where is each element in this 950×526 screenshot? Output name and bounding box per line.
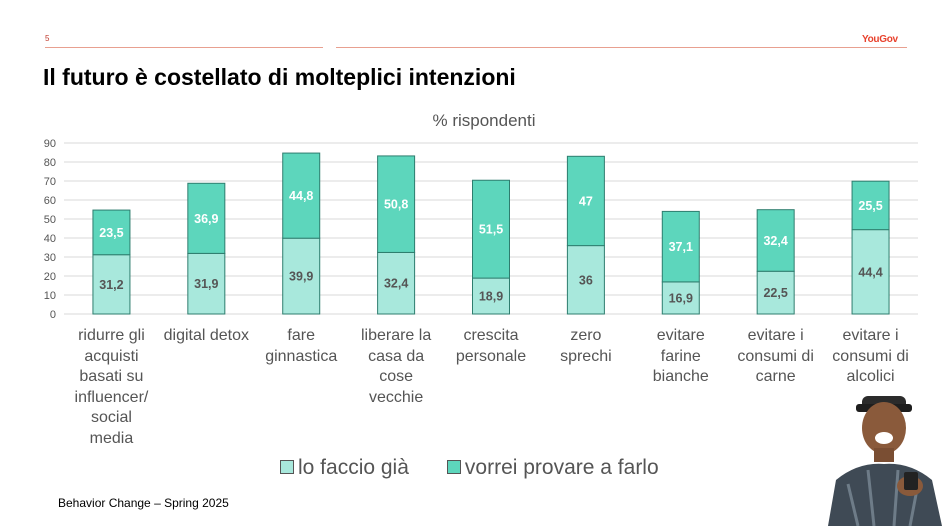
y-tick-label: 30 [44,252,56,264]
legend-label-series2: vorrei provare a farlo [464,456,659,479]
data-label: 36,9 [194,212,218,226]
data-label: 23,5 [99,226,123,240]
y-tick-label: 10 [44,290,56,302]
data-label: 31,9 [194,277,218,291]
bar-segment [187,252,226,315]
person-photo [828,396,942,526]
chart-title: % rispondenti [432,111,536,130]
page-title: Il futuro è costellato di molteplici int… [43,64,516,90]
category-label: evitare i consumi di carne [737,327,814,385]
data-label: 47 [579,194,593,208]
category-label: liberare la casa da cose vecchie [360,327,432,406]
bar-segment [377,155,416,253]
data-label: 18,9 [479,290,503,304]
data-label: 32,4 [763,234,787,248]
bar-segment [756,209,795,272]
y-tick-label: 90 [44,138,56,150]
bar-segment [851,229,890,315]
data-label: 16,9 [669,291,693,305]
bar-segment [566,155,605,247]
page-number: 5 [45,34,50,43]
data-label: 50,8 [384,198,408,212]
category-label: fare ginnastica [265,327,338,365]
data-label: 36 [579,273,593,287]
legend-label-series1: lo faccio già [298,456,409,479]
y-tick-label: 50 [44,214,56,226]
data-label: 22,5 [763,286,787,300]
y-tick-label: 60 [44,195,56,207]
footer-text: Behavior Change – Spring 2025 [58,496,229,510]
bar-segment [851,180,890,231]
category-label: crescita personale [455,327,527,365]
data-label: 25,5 [858,199,882,213]
y-tick-label: 70 [44,176,56,188]
data-label: 44,8 [289,189,313,203]
legend-item-series1: lo faccio già [280,456,409,480]
category-label: ridurre gli acquisti basati su influence… [74,327,149,447]
y-tick-label: 0 [50,309,56,321]
bar-segment [566,245,605,315]
bar-segment [187,182,226,254]
bar-segment [661,281,700,315]
data-label: 44,4 [858,265,882,279]
data-label: 39,9 [289,270,313,284]
data-label: 31,2 [99,278,123,292]
legend-item-series2: vorrei provare a farlo [446,456,659,480]
y-tick-label: 80 [44,157,56,169]
category-label: evitare farine bianche [652,327,709,385]
data-label: 32,4 [384,277,408,291]
header-rule-left [45,47,323,48]
legend-swatch-series2 [446,460,461,474]
brand-logo: YouGov [862,34,898,45]
bar-segment [92,254,131,315]
legend-swatch-series1 [280,460,294,474]
category-label: evitare i consumi di alcolici [832,327,909,385]
data-label: 51,5 [479,223,503,237]
bar-segment [282,152,321,239]
category-label: digital detox [163,327,250,344]
bar-segment [92,209,131,256]
bar-segment [472,277,510,315]
data-label: 37,1 [669,240,693,254]
y-tick-label: 20 [44,271,56,283]
bar-segment [661,210,700,283]
category-label: zero sprechi [560,327,612,365]
y-tick-label: 40 [44,233,56,245]
bar-segment [282,237,321,315]
bar-segment [472,179,510,279]
chart-legend: lo faccio già vorrei provare a farlo [280,456,659,480]
header-rule-right [336,47,907,48]
